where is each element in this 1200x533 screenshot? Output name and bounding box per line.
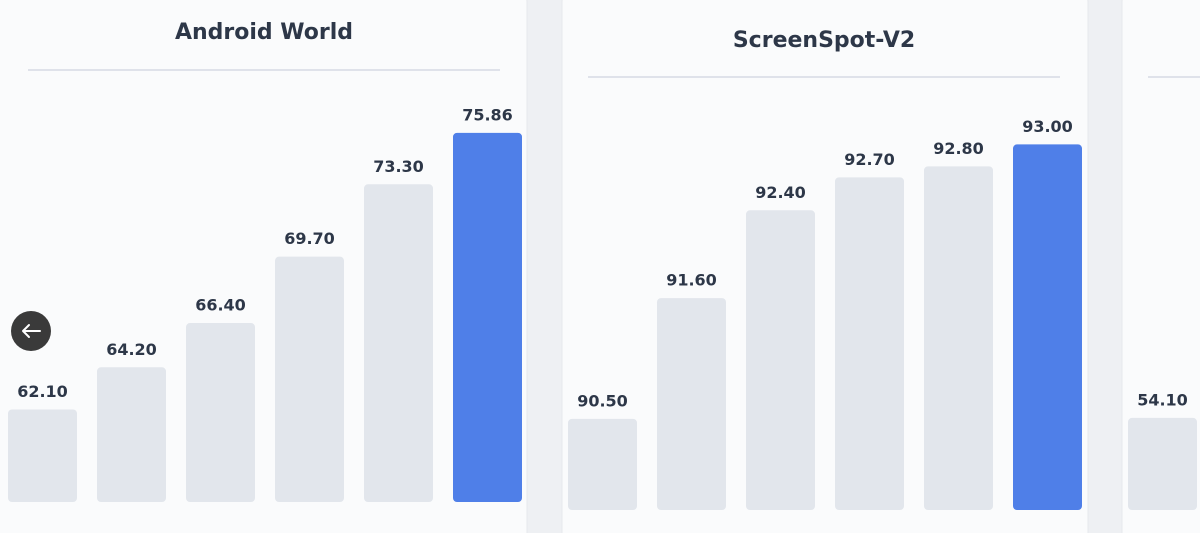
bar (186, 323, 255, 502)
prev-button[interactable] (11, 311, 51, 351)
value-label: 90.50 (577, 391, 628, 410)
value-label: 92.70 (844, 150, 895, 169)
bar (835, 177, 904, 510)
value-label: 64.20 (106, 340, 157, 359)
card (561, 0, 1089, 533)
value-label: 75.86 (462, 105, 513, 124)
bar (364, 184, 433, 503)
value-label: 73.30 (373, 157, 424, 176)
bar (97, 367, 166, 502)
bar (568, 418, 637, 510)
card (0, 0, 528, 533)
value-label: 69.70 (284, 229, 335, 248)
bar (924, 166, 993, 510)
chart-title: ScreenSpot-V2 (733, 28, 915, 53)
bar (453, 132, 522, 503)
value-label: 93.00 (1022, 117, 1073, 136)
value-label: 92.40 (755, 183, 806, 202)
value-label: 62.10 (17, 382, 68, 401)
bar (1013, 144, 1082, 510)
value-label: 92.80 (933, 139, 984, 158)
value-label: 66.40 (195, 296, 246, 315)
value-label: 91.60 (666, 271, 717, 290)
bar (1128, 417, 1197, 510)
bar (746, 210, 815, 510)
bar (8, 409, 77, 502)
bar (657, 298, 726, 510)
chart-title: Android World (175, 20, 353, 45)
bar (275, 256, 344, 502)
card (1121, 0, 1200, 533)
value-label: 54.10 (1137, 390, 1188, 409)
charts: Android World 62.10 64.20 66.40 69.70 73.30 75… (8, 20, 1197, 510)
